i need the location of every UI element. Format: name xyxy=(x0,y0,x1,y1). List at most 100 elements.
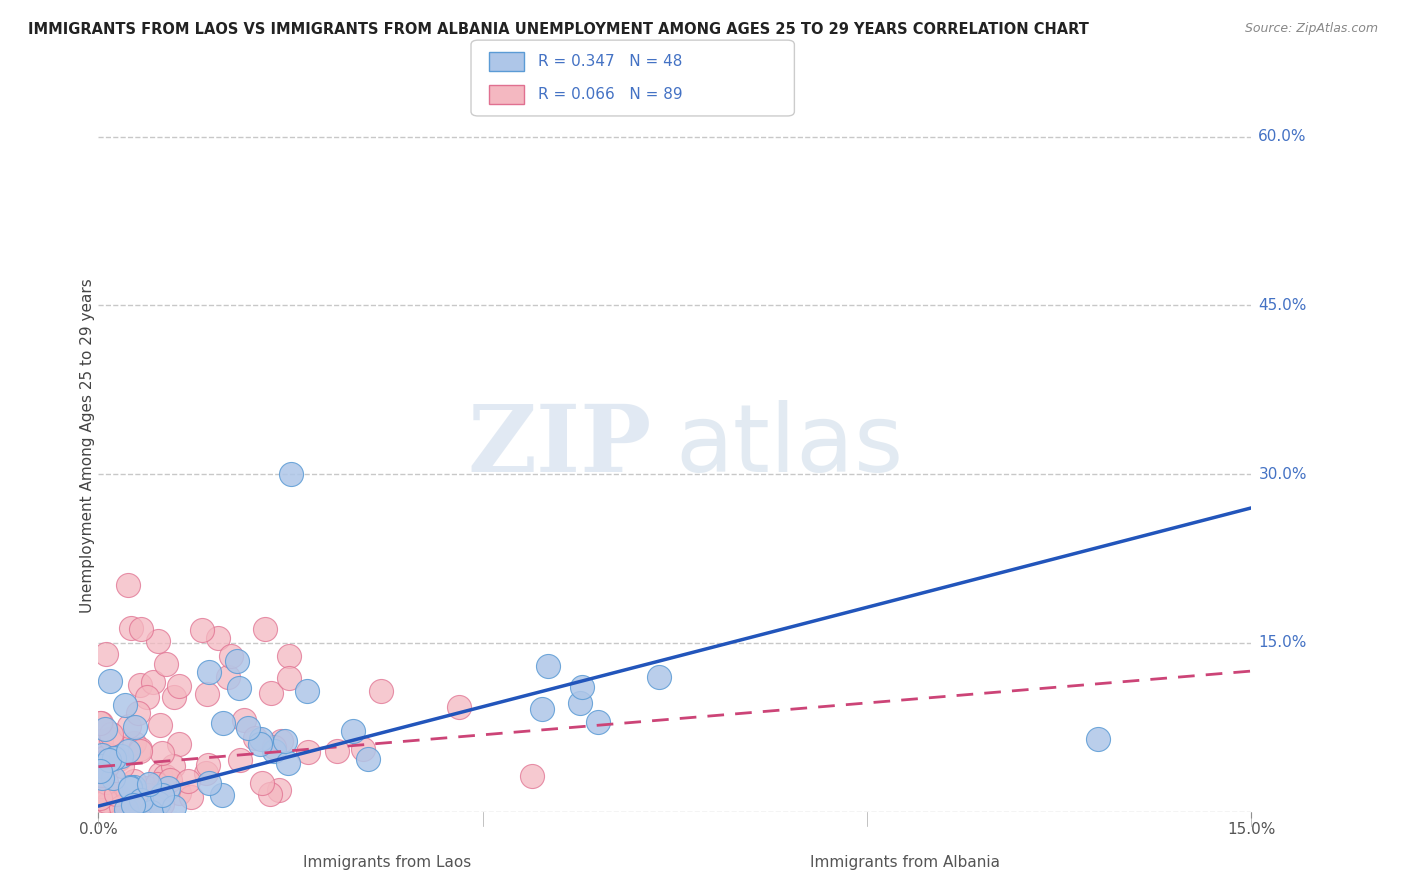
Point xyxy=(280,467,302,482)
Point xyxy=(195,687,218,701)
Point xyxy=(117,801,139,815)
Point xyxy=(269,782,291,797)
Point xyxy=(357,752,380,766)
Text: 30.0%: 30.0% xyxy=(1258,467,1306,482)
Point xyxy=(150,797,173,811)
Point xyxy=(138,789,160,803)
Text: Immigrants from Albania: Immigrants from Albania xyxy=(810,855,1001,870)
Point xyxy=(167,786,190,800)
Point xyxy=(129,799,152,814)
Point xyxy=(118,719,141,733)
Point xyxy=(114,698,136,712)
Point xyxy=(568,696,591,710)
Point xyxy=(157,780,180,795)
Point xyxy=(139,805,162,819)
Point xyxy=(127,706,149,720)
Point xyxy=(152,788,174,802)
Point xyxy=(162,759,184,773)
Point xyxy=(129,623,152,637)
Point xyxy=(153,769,176,783)
Y-axis label: Unemployment Among Ages 25 to 29 years: Unemployment Among Ages 25 to 29 years xyxy=(80,278,94,614)
Point xyxy=(530,702,553,716)
Point xyxy=(129,744,152,758)
Point xyxy=(93,793,115,807)
Point xyxy=(162,800,184,814)
Point xyxy=(159,773,181,788)
Point xyxy=(101,772,124,786)
Point xyxy=(94,755,117,769)
Point xyxy=(120,780,142,795)
Point xyxy=(1087,731,1109,746)
Point xyxy=(89,715,111,730)
Point xyxy=(146,777,169,791)
Point xyxy=(260,686,283,700)
Point xyxy=(370,683,392,698)
Point xyxy=(120,780,142,794)
Point xyxy=(225,654,247,668)
Point xyxy=(87,780,110,795)
Point xyxy=(90,759,112,773)
Point xyxy=(245,731,267,745)
Text: ZIP: ZIP xyxy=(468,401,652,491)
Point xyxy=(117,578,139,592)
Point xyxy=(274,734,297,748)
Point xyxy=(180,790,202,805)
Point xyxy=(155,657,177,671)
Point xyxy=(93,755,115,769)
Point xyxy=(136,780,159,795)
Point xyxy=(253,622,276,636)
Point xyxy=(93,750,115,764)
Point xyxy=(150,746,173,760)
Point xyxy=(110,800,132,814)
Point xyxy=(149,767,172,781)
Point xyxy=(342,724,364,739)
Point xyxy=(97,797,120,811)
Point xyxy=(233,713,256,727)
Point xyxy=(90,772,112,786)
Point xyxy=(103,751,125,765)
Point xyxy=(211,788,233,802)
Point xyxy=(94,722,117,736)
Point xyxy=(571,680,593,694)
Point xyxy=(447,699,470,714)
Point xyxy=(277,756,299,770)
Point xyxy=(249,737,271,751)
Point xyxy=(94,794,117,808)
Point xyxy=(129,792,152,806)
Text: Immigrants from Laos: Immigrants from Laos xyxy=(302,855,471,870)
Point xyxy=(115,802,138,816)
Point xyxy=(149,718,172,732)
Point xyxy=(87,761,110,775)
Point xyxy=(177,774,200,789)
Point xyxy=(207,632,229,646)
Point xyxy=(89,764,111,779)
Point xyxy=(142,675,165,690)
Point xyxy=(90,768,112,782)
Point xyxy=(146,796,169,810)
Point xyxy=(326,744,349,758)
Point xyxy=(297,683,319,698)
Point xyxy=(138,777,160,791)
Point xyxy=(117,744,139,758)
Point xyxy=(122,780,145,794)
Text: Source: ZipAtlas.com: Source: ZipAtlas.com xyxy=(1244,22,1378,36)
Point xyxy=(191,623,214,637)
Point xyxy=(90,715,112,730)
Point xyxy=(112,794,135,808)
Point xyxy=(121,798,143,813)
Point xyxy=(104,799,127,814)
Point xyxy=(259,787,281,801)
Point xyxy=(89,790,111,805)
Point xyxy=(108,791,131,805)
Point xyxy=(229,754,252,768)
Point xyxy=(163,690,186,704)
Text: atlas: atlas xyxy=(675,400,903,492)
Point xyxy=(124,720,146,734)
Point xyxy=(89,785,111,799)
Point xyxy=(263,744,285,758)
Point xyxy=(219,649,242,664)
Point xyxy=(93,788,115,802)
Point xyxy=(278,671,301,685)
Text: R = 0.066   N = 89: R = 0.066 N = 89 xyxy=(538,87,683,102)
Point xyxy=(278,649,301,664)
